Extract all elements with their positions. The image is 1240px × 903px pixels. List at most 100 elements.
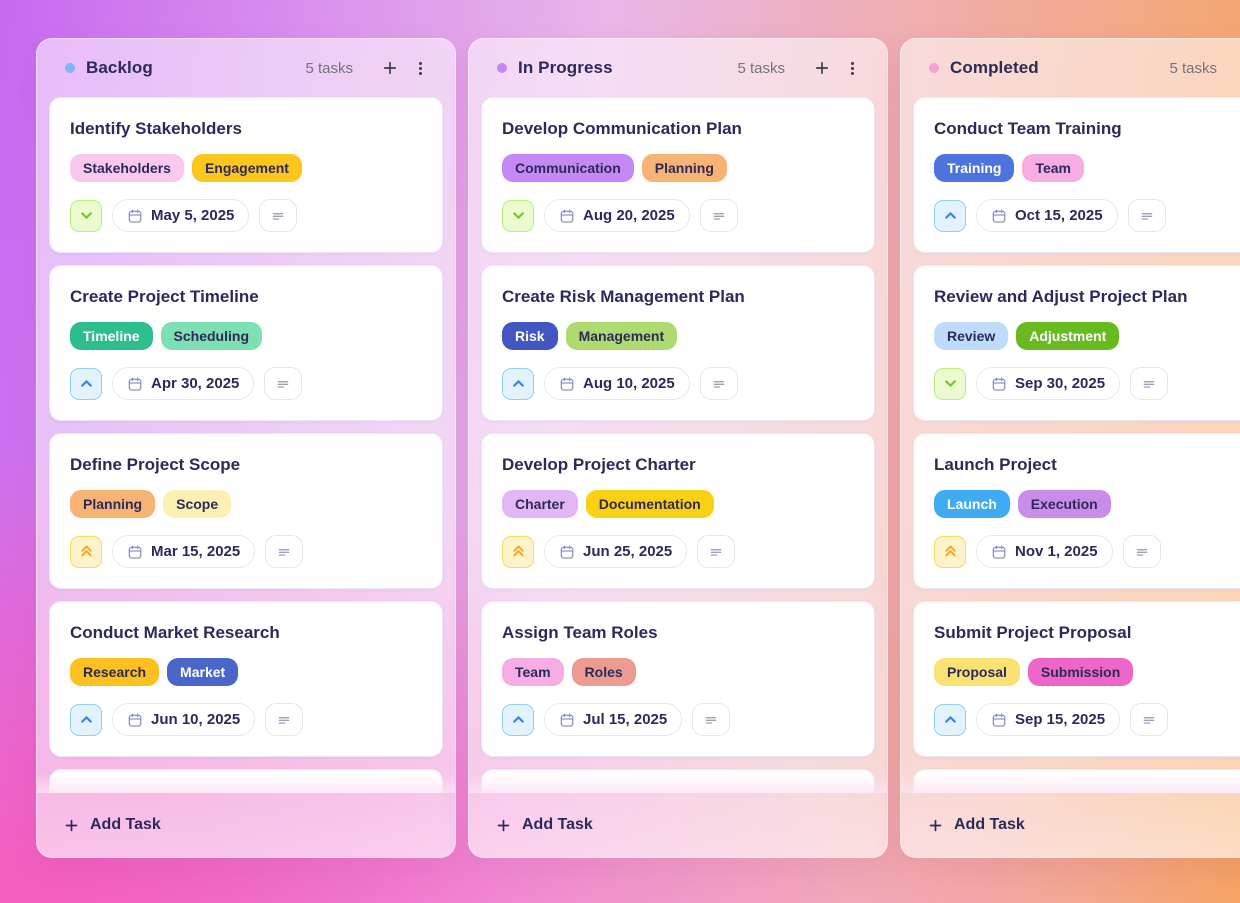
due-date-chip[interactable]: Aug 10, 2025 bbox=[544, 367, 690, 400]
task-card[interactable]: Launch Project Launch Execution Nov 1, 20… bbox=[913, 433, 1240, 589]
tag-row: Timeline Scheduling bbox=[70, 322, 422, 350]
description-icon bbox=[278, 716, 290, 724]
due-date-chip[interactable]: Jun 25, 2025 bbox=[544, 535, 688, 568]
priority-button[interactable] bbox=[934, 367, 966, 400]
add-task-button[interactable]: Add Task bbox=[901, 773, 1240, 857]
description-chip[interactable] bbox=[1130, 703, 1169, 736]
task-card[interactable]: Develop Project Charter Charter Documenta… bbox=[481, 433, 875, 589]
description-chip[interactable] bbox=[1130, 367, 1169, 400]
priority-button[interactable] bbox=[502, 703, 534, 736]
due-date-chip[interactable]: Jun 10, 2025 bbox=[112, 703, 256, 736]
priority-button[interactable] bbox=[70, 535, 102, 568]
column-menu-button[interactable] bbox=[837, 53, 867, 83]
description-icon bbox=[278, 380, 289, 388]
task-card[interactable]: Conduct Market Research Research Market J… bbox=[49, 601, 443, 757]
due-date-chip[interactable]: Apr 30, 2025 bbox=[112, 367, 255, 400]
due-date-chip[interactable]: Jul 15, 2025 bbox=[544, 703, 683, 736]
task-title: Identify Stakeholders bbox=[70, 119, 242, 138]
description-chip[interactable] bbox=[1127, 199, 1166, 232]
tag: Engagement bbox=[191, 154, 302, 182]
description-icon bbox=[1136, 548, 1147, 556]
tag: Scheduling bbox=[160, 322, 262, 350]
kanban-column: In Progress 5 tasks Develop Communicatio… bbox=[468, 38, 888, 858]
chip-row: Sep 15, 2025 bbox=[934, 703, 1240, 736]
chevron-up-icon bbox=[80, 716, 92, 723]
priority-button[interactable] bbox=[502, 367, 534, 400]
due-date-chip[interactable]: Nov 1, 2025 bbox=[976, 535, 1113, 568]
task-card[interactable]: Review and Adjust Project Plan Review Adj… bbox=[913, 265, 1240, 421]
tag-row: Risk Management bbox=[502, 322, 854, 350]
due-date-chip[interactable]: Sep 30, 2025 bbox=[976, 367, 1121, 400]
chip-row: Oct 15, 2025 bbox=[934, 199, 1240, 232]
description-chip[interactable] bbox=[1122, 535, 1161, 568]
priority-button[interactable] bbox=[70, 367, 102, 400]
partial-task-card[interactable] bbox=[481, 769, 875, 793]
description-chip[interactable] bbox=[259, 199, 298, 232]
tag: Stakeholders bbox=[70, 154, 184, 182]
column-title: Backlog bbox=[86, 58, 153, 77]
priority-button[interactable] bbox=[70, 703, 102, 736]
due-date-chip[interactable]: Mar 15, 2025 bbox=[112, 535, 256, 568]
due-date-chip[interactable]: Aug 20, 2025 bbox=[544, 199, 690, 232]
task-title: Develop Project Charter bbox=[502, 455, 696, 474]
task-card[interactable]: Define Project Scope Planning Scope Mar 1… bbox=[49, 433, 443, 589]
description-icon bbox=[710, 548, 722, 556]
task-title: Launch Project bbox=[934, 455, 1057, 474]
task-card[interactable]: Conduct Team Training Training Team Oct 1… bbox=[913, 97, 1240, 253]
tag: Timeline bbox=[70, 322, 153, 350]
task-card[interactable]: Assign Team Roles Team Roles Jul 15, 2025 bbox=[481, 601, 875, 757]
chip-row: Apr 30, 2025 bbox=[70, 367, 422, 400]
tag-row: Stakeholders Engagement bbox=[70, 154, 422, 182]
kebab-menu-icon bbox=[418, 61, 422, 75]
task-card[interactable]: Create Project Timeline Timeline Scheduli… bbox=[49, 265, 443, 421]
due-date-label: Jul 15, 2025 bbox=[583, 711, 668, 728]
chip-row: May 5, 2025 bbox=[70, 199, 422, 232]
tag: Documentation bbox=[585, 490, 714, 518]
partial-task-card[interactable] bbox=[49, 769, 443, 793]
column-menu-button[interactable] bbox=[405, 53, 435, 83]
due-date-chip[interactable]: May 5, 2025 bbox=[112, 199, 250, 232]
due-date-chip[interactable]: Sep 15, 2025 bbox=[976, 703, 1121, 736]
tag-row: Proposal Submission bbox=[934, 658, 1240, 686]
description-icon bbox=[273, 212, 284, 220]
description-chip[interactable] bbox=[699, 367, 738, 400]
description-chip[interactable] bbox=[265, 703, 304, 736]
description-chip[interactable] bbox=[264, 367, 303, 400]
tag: Adjustment bbox=[1016, 322, 1120, 350]
column-cards: Conduct Team Training Training Team Oct 1… bbox=[901, 97, 1240, 793]
column-color-dot bbox=[497, 63, 507, 73]
priority-button[interactable] bbox=[934, 703, 966, 736]
column-title: In Progress bbox=[518, 58, 613, 77]
add-task-button[interactable]: Add Task bbox=[469, 773, 887, 857]
tag: Launch bbox=[934, 490, 1010, 518]
add-card-button[interactable] bbox=[807, 53, 837, 83]
chevron-up-icon bbox=[944, 716, 956, 723]
due-date-label: Aug 20, 2025 bbox=[583, 207, 675, 224]
description-chip[interactable] bbox=[265, 535, 304, 568]
task-title: Develop Communication Plan bbox=[502, 119, 742, 138]
task-card[interactable]: Create Risk Management Plan Risk Manageme… bbox=[481, 265, 875, 421]
due-date-chip[interactable]: Oct 15, 2025 bbox=[976, 199, 1118, 232]
add-card-button[interactable] bbox=[375, 53, 405, 83]
priority-button[interactable] bbox=[934, 535, 966, 568]
description-chip[interactable] bbox=[697, 535, 736, 568]
add-task-button[interactable]: Add Task bbox=[37, 773, 455, 857]
priority-button[interactable] bbox=[502, 535, 534, 568]
priority-button[interactable] bbox=[934, 199, 966, 232]
calendar-icon bbox=[992, 208, 1006, 223]
kebab-menu-icon bbox=[850, 61, 854, 75]
column-color-dot bbox=[929, 63, 939, 73]
priority-button[interactable] bbox=[502, 199, 534, 232]
task-card[interactable]: Submit Project Proposal Proposal Submissi… bbox=[913, 601, 1240, 757]
tag: Scope bbox=[163, 490, 232, 518]
description-chip[interactable] bbox=[699, 199, 738, 232]
description-chip[interactable] bbox=[692, 703, 731, 736]
tag: Research bbox=[70, 658, 160, 686]
chip-row: Sep 30, 2025 bbox=[934, 367, 1240, 400]
priority-button[interactable] bbox=[70, 199, 102, 232]
task-card[interactable]: Identify Stakeholders Stakeholders Engage… bbox=[49, 97, 443, 253]
chevron-up-icon bbox=[944, 212, 956, 219]
chip-row: Aug 20, 2025 bbox=[502, 199, 854, 232]
partial-task-card[interactable] bbox=[913, 769, 1240, 793]
task-card[interactable]: Develop Communication Plan Communication… bbox=[481, 97, 875, 253]
